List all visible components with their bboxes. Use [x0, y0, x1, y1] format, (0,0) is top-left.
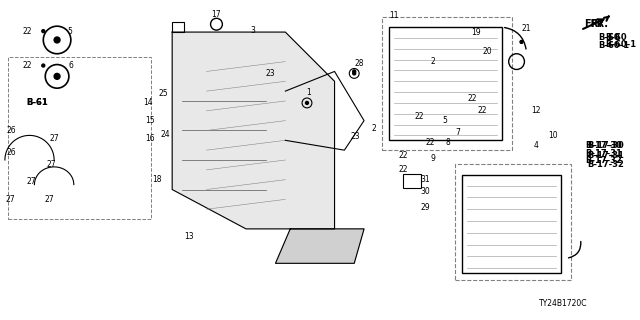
Text: 22: 22	[399, 165, 408, 174]
Text: 22: 22	[399, 151, 408, 160]
Text: B-17-32: B-17-32	[586, 156, 622, 165]
Bar	[388, 27, 502, 140]
Text: B-61: B-61	[26, 99, 48, 108]
Text: 28: 28	[355, 59, 364, 68]
Text: 15: 15	[145, 116, 154, 125]
Text: 5: 5	[67, 27, 72, 36]
Text: 19: 19	[472, 28, 481, 36]
Bar	[8, 57, 150, 219]
Text: 25: 25	[159, 89, 168, 98]
Text: 22: 22	[425, 138, 435, 147]
Text: TY24B1720C: TY24B1720C	[539, 299, 587, 308]
Text: B-60-1: B-60-1	[598, 41, 629, 50]
Text: 22: 22	[477, 106, 487, 115]
Text: 27: 27	[49, 134, 59, 143]
Polygon shape	[172, 32, 335, 229]
Text: 14: 14	[143, 99, 152, 108]
Text: B-17-32: B-17-32	[588, 160, 624, 169]
Text: B-17-31: B-17-31	[586, 148, 622, 158]
Text: 31: 31	[420, 175, 430, 184]
Circle shape	[42, 64, 45, 67]
Bar	[382, 17, 511, 150]
Text: 29: 29	[420, 203, 430, 212]
Text: FR.: FR.	[584, 19, 602, 29]
Text: 22: 22	[468, 94, 477, 103]
Circle shape	[353, 72, 356, 75]
Text: 27: 27	[46, 160, 56, 169]
Text: 22: 22	[23, 27, 32, 36]
Text: 26: 26	[7, 148, 17, 156]
Text: 27: 27	[27, 177, 36, 186]
Text: 20: 20	[483, 47, 492, 56]
Text: FR.: FR.	[590, 16, 609, 29]
Text: B-17-30: B-17-30	[588, 141, 624, 150]
Text: 26: 26	[7, 126, 17, 135]
Text: B-61: B-61	[26, 99, 48, 108]
Text: 1: 1	[307, 88, 311, 97]
Circle shape	[353, 70, 356, 73]
Text: 23: 23	[350, 132, 360, 141]
Text: 18: 18	[153, 175, 162, 184]
Text: 13: 13	[184, 232, 194, 241]
Text: 5: 5	[442, 116, 447, 125]
Text: 12: 12	[531, 106, 541, 115]
Text: 17: 17	[212, 10, 221, 19]
Bar	[403, 174, 421, 188]
Text: 6: 6	[68, 61, 74, 70]
Text: 8: 8	[445, 138, 450, 147]
Text: 2: 2	[431, 57, 435, 66]
Text: 10: 10	[548, 131, 558, 140]
Text: 22: 22	[23, 61, 32, 70]
Text: 9: 9	[431, 154, 435, 163]
Text: 24: 24	[161, 130, 170, 139]
Circle shape	[54, 73, 60, 79]
Bar	[463, 175, 561, 273]
Polygon shape	[275, 229, 364, 263]
Text: 27: 27	[44, 195, 54, 204]
Circle shape	[520, 40, 523, 44]
Text: 16: 16	[145, 134, 154, 143]
Circle shape	[42, 30, 45, 33]
Bar	[454, 164, 571, 280]
Text: B-60: B-60	[598, 33, 620, 42]
Text: 2: 2	[372, 124, 376, 133]
Text: 3: 3	[250, 26, 255, 35]
Text: 21: 21	[522, 24, 531, 33]
Text: 27: 27	[5, 195, 15, 204]
Bar	[172, 22, 184, 32]
Text: B-60: B-60	[605, 33, 627, 42]
Text: B-17-31: B-17-31	[588, 151, 624, 160]
Text: 7: 7	[455, 128, 460, 137]
Text: B-17-30: B-17-30	[586, 141, 622, 150]
Text: 11: 11	[389, 11, 398, 20]
Text: B-60-1: B-60-1	[605, 40, 636, 49]
Text: 23: 23	[266, 69, 275, 78]
Text: 22: 22	[415, 112, 424, 121]
Text: 30: 30	[420, 187, 430, 196]
Text: 4: 4	[534, 141, 539, 150]
Circle shape	[305, 101, 308, 104]
Circle shape	[54, 37, 60, 43]
